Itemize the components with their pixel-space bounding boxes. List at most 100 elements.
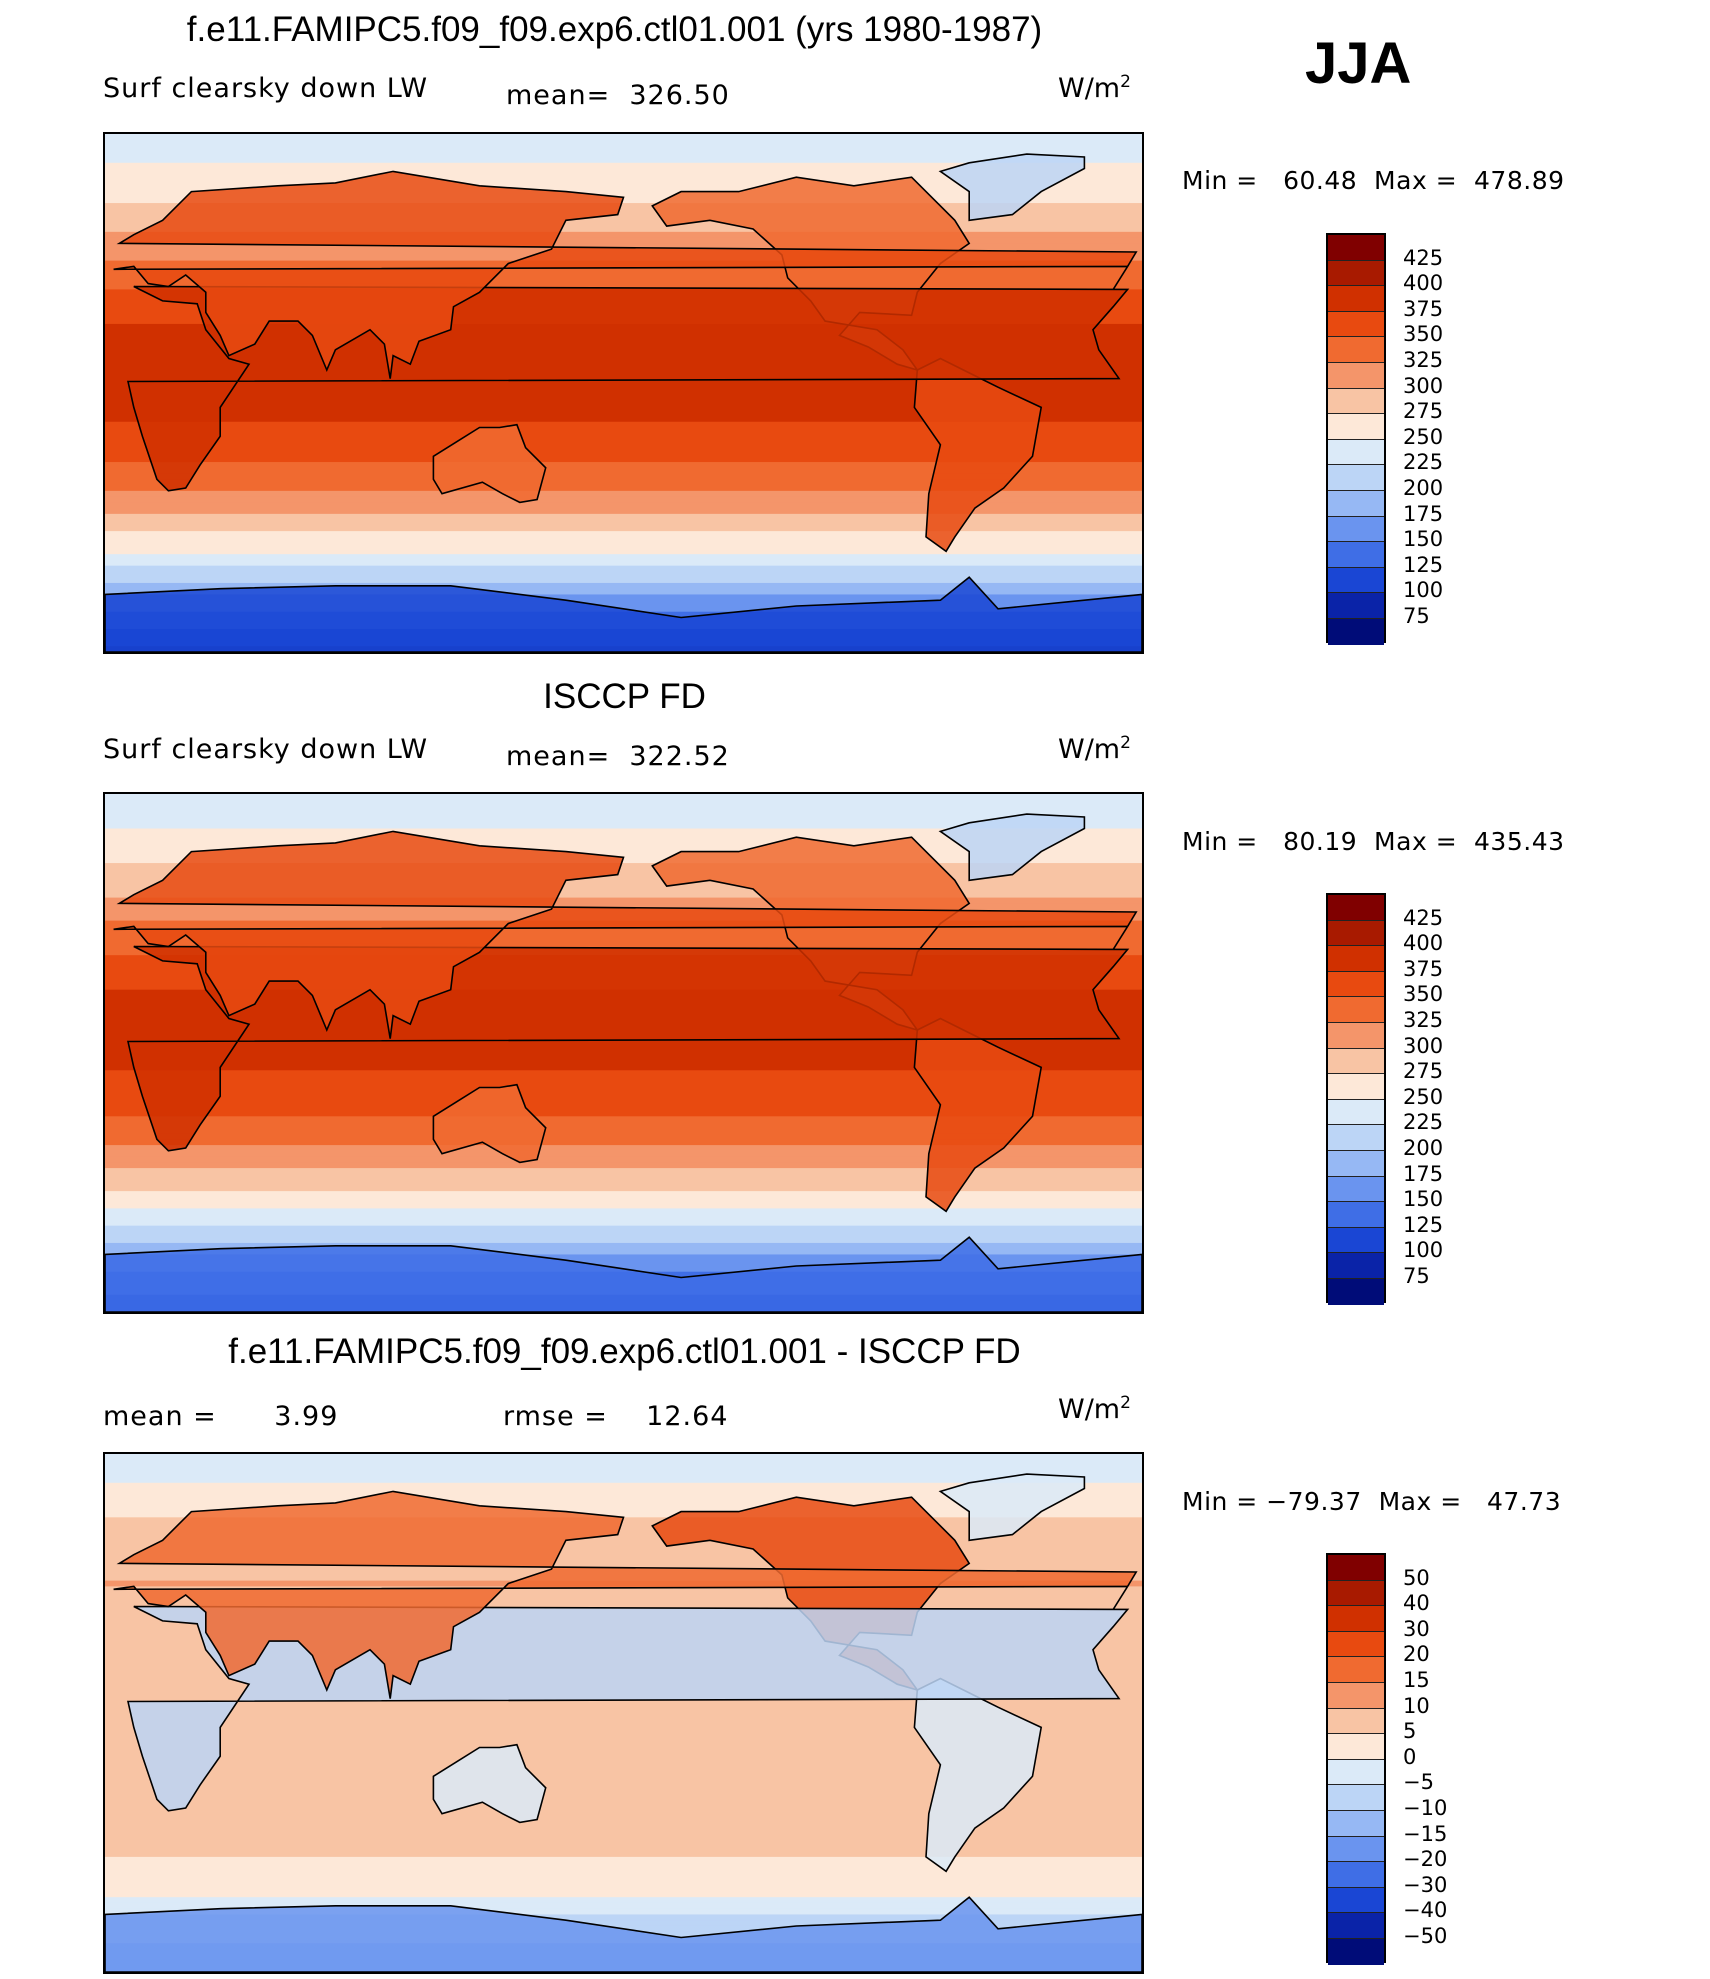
zonal-band: [105, 1237, 1142, 1244]
colorbar-swatch: [1328, 1074, 1384, 1100]
colorbar-swatch: [1328, 1785, 1384, 1811]
zonal-band: [105, 1208, 1142, 1215]
zonal-band: [105, 794, 1142, 801]
zonal-band: [105, 1150, 1142, 1158]
colorbar-swatch: [1328, 1555, 1384, 1581]
zonal-band: [105, 444, 1142, 452]
zonal-band: [105, 868, 1142, 876]
colorbar-tick-label: 325: [1403, 1008, 1444, 1032]
colorbar-tick-label: 325: [1403, 348, 1444, 372]
colorbar-tick-label: −5: [1403, 1770, 1434, 1795]
zonal-band: [105, 1920, 1142, 1927]
zonal-band: [105, 1219, 1142, 1227]
colorbar-swatch: [1328, 1938, 1384, 1965]
zonal-band: [105, 1139, 1142, 1146]
zonal-band: [105, 508, 1142, 515]
zonal-band: [105, 450, 1142, 457]
colorbar-tick-label: −10: [1403, 1796, 1448, 1820]
zonal-band: [105, 817, 1142, 824]
zonal-band: [105, 834, 1142, 841]
colorbar-tick-label: 300: [1403, 373, 1444, 398]
zonal-band: [105, 174, 1142, 181]
zonal-band: [105, 1471, 1142, 1478]
colorbar-swatch: [1328, 337, 1384, 363]
zonal-band: [105, 1879, 1142, 1887]
continent-antarctica: [105, 576, 1142, 652]
colorbar-tick-label: 250: [1403, 424, 1444, 449]
zonal-band: [105, 1225, 1142, 1233]
rmse-label: rmse = 12.64: [503, 1401, 729, 1432]
zonal-band: [105, 1770, 1142, 1777]
colorbar-swatch: [1328, 414, 1384, 440]
zonal-band: [105, 1087, 1142, 1094]
colorbar-tick-label: 75: [1403, 604, 1430, 628]
colorbar-swatch: [1328, 895, 1384, 921]
colorbar-swatch: [1328, 439, 1384, 466]
zonal-band: [105, 1260, 1142, 1267]
zonal-band: [105, 1093, 1142, 1100]
colorbar-tick-label: −40: [1403, 1898, 1448, 1923]
zonal-band: [105, 1747, 1142, 1754]
season-label: JJA: [1305, 31, 1412, 96]
continent-australia: [432, 1743, 547, 1824]
zonal-band: [105, 943, 1142, 950]
zonal-band: [105, 1494, 1142, 1501]
zonal-band: [105, 226, 1142, 233]
zonal-band: [105, 1707, 1142, 1714]
zonal-band: [105, 1185, 1142, 1192]
zonal-band: [105, 1885, 1142, 1893]
zonal-band: [105, 157, 1142, 164]
zonal-band: [105, 559, 1142, 567]
colorbar-tick-label: 225: [1403, 450, 1444, 475]
zonal-band: [105, 1874, 1142, 1881]
zonal-band: [105, 513, 1142, 521]
continent-antarctica: [105, 1896, 1142, 1972]
zonal-band: [105, 439, 1142, 446]
colorbar-swatch: [1328, 260, 1384, 287]
colorbar-swatch: [1328, 542, 1384, 568]
zonal-band: [105, 1897, 1142, 1904]
colorbar-swatch: [1328, 1631, 1384, 1658]
zonal-band: [105, 393, 1142, 400]
zonal-band: [105, 1701, 1142, 1708]
colorbar-tick-label: 40: [1403, 1591, 1430, 1616]
colorbar-tick-label: 15: [1403, 1668, 1430, 1692]
colorbar: [1326, 233, 1386, 645]
zonal-band: [105, 1868, 1142, 1875]
zonal-band: [105, 1597, 1142, 1605]
colorbar-swatch: [1328, 490, 1384, 517]
units-label: W/m2: [1058, 1393, 1131, 1425]
zonal-band: [105, 1488, 1142, 1495]
continent-eurasia: [113, 1490, 1138, 1699]
zonal-band: [105, 427, 1142, 434]
zonal-band: [105, 243, 1142, 250]
panel-title: f.e11.FAMIPC5.f09_f09.exp6.ctl01.001 (yr…: [186, 10, 1043, 49]
zonal-band: [105, 857, 1142, 864]
zonal-band: [105, 1505, 1142, 1513]
zonal-band: [105, 272, 1142, 279]
colorbar-swatch: [1328, 235, 1384, 261]
colorbar-tick-label: 350: [1403, 982, 1444, 1007]
colorbar-swatch: [1328, 618, 1384, 645]
zonal-band: [105, 1465, 1142, 1472]
zonal-band: [105, 1058, 1142, 1066]
zonal-band: [105, 1110, 1142, 1117]
zonal-band: [105, 1799, 1142, 1806]
zonal-band: [105, 1156, 1142, 1163]
colorbar-tick-label: 275: [1403, 1059, 1444, 1084]
colorbar-swatch: [1328, 1810, 1384, 1837]
colorbar-tick-label: 175: [1403, 501, 1444, 526]
colorbar-tick-label: 225: [1403, 1110, 1444, 1135]
zonal-band: [105, 479, 1142, 486]
variable-label: Surf clearsky down LW: [103, 73, 429, 104]
colorbar-tick-label: 400: [1403, 931, 1444, 956]
zonal-band: [105, 1828, 1142, 1835]
zonal-band: [105, 1047, 1142, 1054]
zonal-band: [105, 203, 1142, 210]
zonal-band: [105, 1793, 1142, 1800]
colorbar-tick-label: 125: [1403, 552, 1444, 577]
zonal-band: [105, 1557, 1142, 1564]
colorbar-tick-label: −20: [1403, 1847, 1448, 1872]
zonal-band: [105, 1248, 1142, 1256]
colorbar-tick-label: 175: [1403, 1161, 1444, 1186]
